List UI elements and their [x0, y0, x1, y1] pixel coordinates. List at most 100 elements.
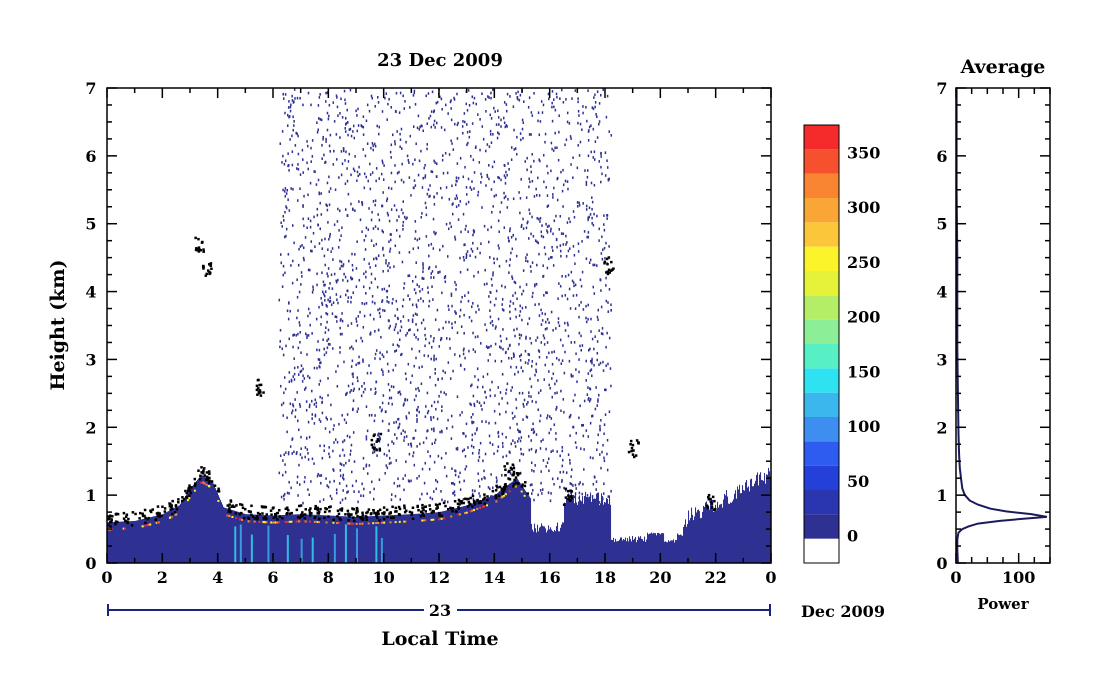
y-axis-label: Height (km) [47, 260, 69, 391]
noise-speck [445, 452, 447, 455]
noise-speck [486, 175, 489, 179]
bl-column [127, 521, 129, 563]
noise-speck [581, 424, 583, 427]
noise-speck [436, 308, 439, 312]
echo-dot [607, 268, 611, 272]
bl-column [449, 509, 451, 563]
bl-column [415, 513, 417, 563]
noise-speck [302, 217, 304, 221]
noise-speck [585, 183, 588, 186]
noise-speck [386, 466, 389, 470]
noise-speck [282, 494, 285, 498]
noise-speck [544, 327, 547, 331]
noise-speck [570, 482, 573, 486]
noise-speck [514, 441, 516, 445]
echo-dot [158, 515, 161, 518]
echo-dot [127, 517, 130, 521]
echo-dot [241, 506, 245, 510]
noise-speck [596, 136, 599, 139]
echo-dot [367, 508, 371, 511]
echo-dot [521, 483, 524, 486]
bl-column [529, 496, 531, 563]
bl-column [702, 511, 704, 563]
noise-speck [456, 162, 459, 165]
bl-column [687, 524, 689, 563]
bl-column [290, 514, 292, 563]
noise-speck [533, 469, 535, 473]
noise-speck [486, 372, 489, 376]
noise-speck [318, 191, 320, 195]
bl-column [505, 486, 507, 563]
noise-speck [418, 159, 421, 163]
noise-speck [535, 362, 538, 366]
noise-speck [610, 384, 612, 388]
echo-dot [262, 521, 265, 524]
noise-speck [345, 484, 348, 488]
noise-speck [428, 304, 430, 308]
noise-speck [591, 207, 593, 211]
bl-column [194, 483, 196, 563]
avg-y-tick-label: 6 [936, 147, 947, 166]
noise-speck [414, 184, 417, 187]
echo-dot [203, 474, 207, 477]
noise-speck [415, 387, 417, 391]
bl-column [296, 514, 298, 563]
echo-dot [607, 256, 611, 259]
noise-speck [470, 416, 473, 419]
noise-speck [439, 95, 441, 99]
noise-speck [531, 360, 534, 363]
noise-speck [311, 417, 313, 420]
noise-speck [510, 235, 513, 239]
noise-speck [413, 398, 416, 402]
bl-column [456, 507, 458, 563]
noise-speck [317, 223, 319, 227]
bl-column [192, 485, 194, 563]
bl-column [295, 514, 297, 563]
noise-speck [533, 498, 535, 502]
noise-speck [345, 421, 348, 425]
noise-speck [569, 434, 571, 437]
noise-speck [354, 253, 356, 256]
noise-speck [501, 473, 503, 477]
noise-speck [551, 377, 553, 380]
noise-speck [555, 214, 557, 218]
noise-speck [479, 148, 481, 152]
noise-speck [507, 347, 510, 351]
echo-dot [707, 495, 710, 499]
noise-speck [320, 213, 323, 216]
noise-speck [374, 329, 376, 333]
bl-column [669, 541, 671, 563]
noise-speck [493, 194, 496, 198]
bl-column [431, 512, 433, 563]
noise-speck [562, 243, 565, 246]
echo-dot [378, 447, 382, 451]
bl-column [591, 501, 593, 563]
noise-speck [286, 309, 289, 313]
noise-speck [361, 482, 363, 486]
noise-speck [469, 186, 472, 189]
noise-speck [453, 493, 456, 497]
noise-speck [300, 283, 302, 286]
noise-speck [511, 275, 513, 278]
noise-speck [312, 231, 315, 235]
noise-speck [466, 143, 468, 147]
noise-speck [473, 402, 475, 406]
noise-speck [472, 348, 475, 351]
bl-column [229, 509, 231, 563]
noise-speck [459, 471, 461, 475]
noise-speck [511, 277, 514, 280]
noise-speck [490, 96, 492, 100]
noise-speck [594, 105, 596, 109]
noise-speck [282, 188, 284, 192]
echo-dot [339, 508, 342, 511]
echo-dot [284, 507, 288, 511]
noise-speck [337, 207, 339, 211]
x-tick-label: 0 [101, 568, 112, 587]
noise-speck [548, 351, 550, 355]
noise-speck [542, 235, 545, 239]
noise-speck [287, 152, 289, 155]
noise-speck [375, 242, 378, 246]
noise-speck [339, 332, 342, 336]
noise-speck [588, 215, 591, 219]
noise-speck [416, 418, 418, 421]
